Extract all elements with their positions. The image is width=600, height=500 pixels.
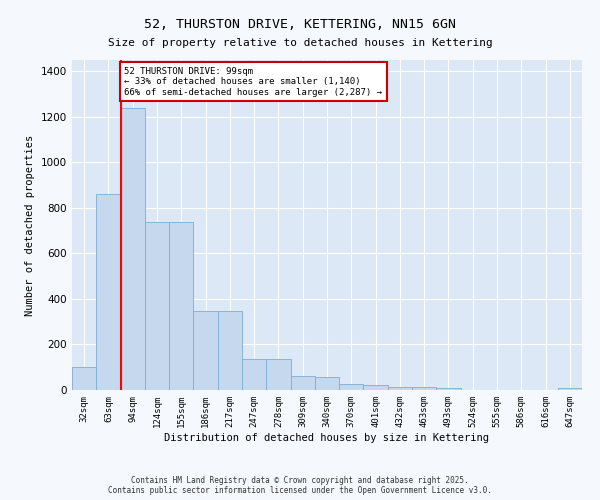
Text: Contains HM Land Registry data © Crown copyright and database right 2025.
Contai: Contains HM Land Registry data © Crown c… — [108, 476, 492, 495]
X-axis label: Distribution of detached houses by size in Kettering: Distribution of detached houses by size … — [164, 432, 490, 442]
Bar — [121, 108, 145, 390]
Bar — [72, 367, 96, 390]
Bar — [266, 360, 290, 390]
Bar — [96, 194, 121, 390]
Bar — [388, 386, 412, 390]
Bar — [364, 385, 388, 390]
Bar — [145, 222, 169, 390]
Bar — [315, 378, 339, 390]
Bar — [558, 388, 582, 390]
Bar — [218, 312, 242, 390]
Bar — [436, 388, 461, 390]
Bar — [242, 360, 266, 390]
Bar — [339, 384, 364, 390]
Bar — [193, 312, 218, 390]
Text: Size of property relative to detached houses in Kettering: Size of property relative to detached ho… — [107, 38, 493, 48]
Y-axis label: Number of detached properties: Number of detached properties — [25, 134, 35, 316]
Bar — [290, 376, 315, 390]
Bar — [169, 222, 193, 390]
Bar — [412, 386, 436, 390]
Text: 52, THURSTON DRIVE, KETTERING, NN15 6GN: 52, THURSTON DRIVE, KETTERING, NN15 6GN — [144, 18, 456, 30]
Text: 52 THURSTON DRIVE: 99sqm
← 33% of detached houses are smaller (1,140)
66% of sem: 52 THURSTON DRIVE: 99sqm ← 33% of detach… — [124, 67, 382, 96]
